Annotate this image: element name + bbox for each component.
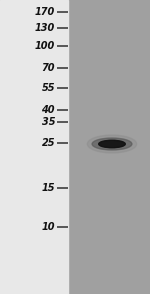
Text: 70: 70 bbox=[42, 63, 55, 73]
Text: 25: 25 bbox=[42, 138, 55, 148]
Text: 130: 130 bbox=[35, 23, 55, 33]
Text: 10: 10 bbox=[42, 222, 55, 232]
Ellipse shape bbox=[99, 140, 125, 148]
Bar bbox=[0, 0, 68, 294]
Ellipse shape bbox=[87, 135, 137, 153]
Text: 35: 35 bbox=[42, 117, 55, 127]
Text: 100: 100 bbox=[35, 41, 55, 51]
Text: 15: 15 bbox=[42, 183, 55, 193]
Text: 170: 170 bbox=[35, 7, 55, 17]
Text: 40: 40 bbox=[42, 105, 55, 115]
Ellipse shape bbox=[92, 138, 132, 150]
Text: 55: 55 bbox=[42, 83, 55, 93]
